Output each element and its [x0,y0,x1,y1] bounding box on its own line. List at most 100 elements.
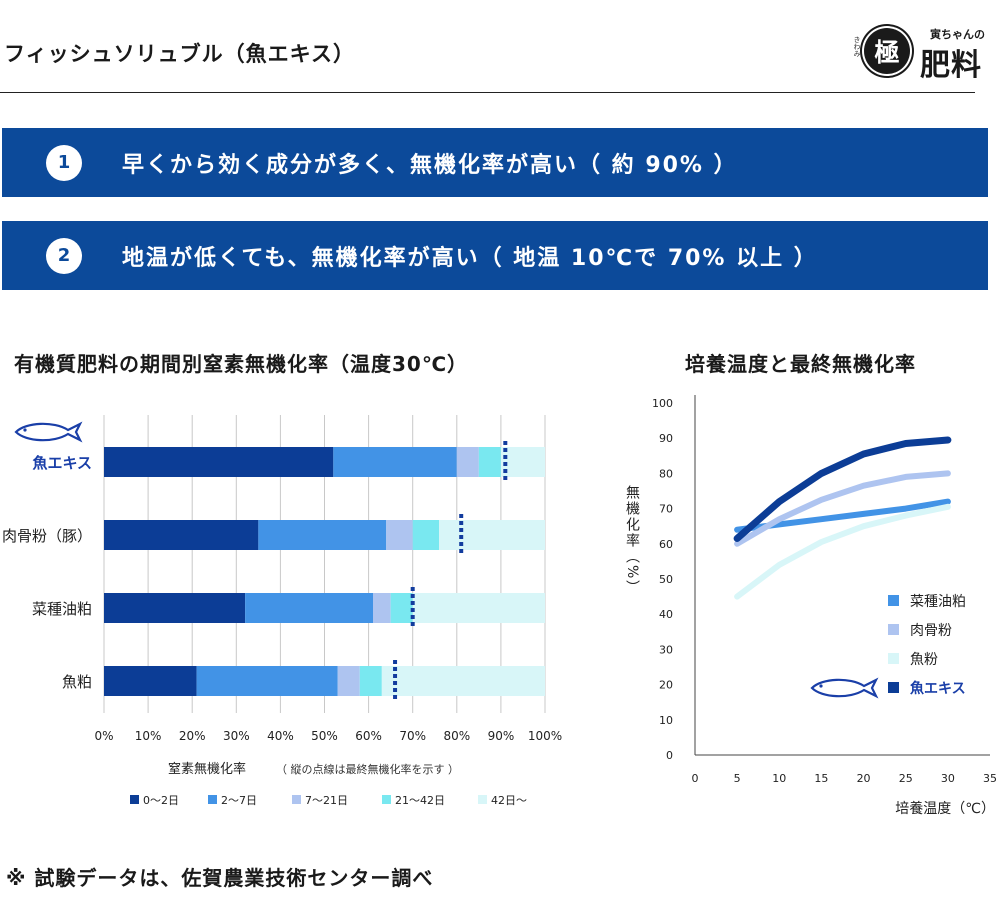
x-axis-title: 窒素無機化率 [168,761,246,777]
fish-outline [810,677,879,699]
fish-icon [14,421,83,443]
x-tick-label: 30% [223,729,250,743]
legend-swatch [888,653,899,664]
bar-segment-1-4 [439,520,545,550]
banner-number: 2 [46,237,82,274]
x-tick-label: 35 [983,772,997,785]
banner-text: 早くから効く成分が多く、無機化率が高い（ 約 90% ） [122,152,738,178]
fish-outline [14,421,83,443]
brand-logo: きわみ 極 寅ちゃんの 肥料 [848,22,993,83]
y-tick-label: 20 [659,679,673,692]
x-tick-label: 10% [135,729,162,743]
y-tick-label: 100 [652,397,673,410]
legend-label: 魚粉 [910,652,938,668]
logo-kana: きわみ [853,36,861,57]
bar-segment-1-0 [104,520,259,550]
footnote: ※ 試験データは、佐賀農業技術センター調べ [6,866,434,890]
y-tick-label: 30 [659,643,673,656]
bar-segment-2-3 [390,593,413,623]
bar-segment-0-0 [104,447,334,477]
line-chart: 0 10 20 30 40 50 60 70 80 90 100 0 5 10 15 20 25 30 35 無機化率… [624,395,997,817]
banner-text: 地温が低くても、無機化率が高い（ 地温 10℃で 70% 以上 ） [122,245,818,271]
legend-label: 42日～ [491,794,527,807]
legend-swatch [130,795,139,804]
x-tick-label: 0 [692,772,699,785]
bar-segment-0-3 [478,447,501,477]
bar-segment-1-3 [412,520,440,550]
legend-label: 菜種油粕 [910,594,966,610]
legend-swatch [208,795,217,804]
fish-icon [810,677,879,699]
feature-banner-2: 2 地温が低くても、無機化率が高い（ 地温 10℃で 70% 以上 ） [2,221,988,290]
y-tick-label: 90 [659,432,673,445]
bar-chart-title: 有機質肥料の期間別窒素無機化率（温度30℃） [14,352,469,376]
legend-swatch [888,682,899,693]
series-line-3 [733,436,952,542]
x-tick-label: 80% [443,729,470,743]
banner-number: 1 [46,144,82,181]
bar-segment-0-4 [500,447,545,477]
bar-segment-3-0 [104,666,197,696]
bar-segment-1-1 [258,520,387,550]
bar-segment-2-0 [104,593,246,623]
bar-segment-3-4 [381,666,545,696]
x-tick-label: 100% [528,729,562,743]
page-title: フィッシュソリュブル（魚エキス） [4,42,355,66]
bar-segment-3-1 [196,666,338,696]
x-tick-label: 20 [857,772,871,785]
legend-label: 0～2日 [143,794,179,807]
legend-label: 魚エキス [910,680,966,697]
header-divider [0,92,975,93]
x-tick-label: 15 [814,772,828,785]
category-label: 肉骨粉（豚） [2,527,92,545]
y-tick-label: 10 [659,714,673,727]
legend-label: 21～42日 [395,794,445,807]
bar-segment-2-4 [412,593,545,623]
y-tick-label: 70 [659,503,673,516]
x-axis-note: （ 縦の点線は最終無機化率を示す ） [276,762,459,776]
x-tick-label: 60% [355,729,382,743]
legend-swatch [888,624,899,635]
fish-eye [23,428,27,432]
y-tick-label: 80 [659,467,673,480]
x-tick-label: 30 [941,772,955,785]
legend-swatch [888,595,899,606]
y-axis-title: 無機化率（%） [624,485,640,596]
x-axis-title: 培養温度（℃） [895,800,995,817]
x-tick-label: 5 [734,772,741,785]
logo-name: 肥料 [920,48,982,83]
category-label: 菜種油粕 [32,600,92,618]
x-tick-label: 90% [488,729,515,743]
bar-segment-0-1 [333,447,457,477]
x-tick-label: 10 [772,772,786,785]
logo-subtitle: 寅ちゃんの [930,28,985,41]
x-tick-label: 20% [179,729,206,743]
legend-swatch [382,795,391,804]
fish-eye [819,684,823,688]
x-tick-label: 50% [311,729,338,743]
y-tick-label: 40 [659,608,673,621]
bar-segment-2-2 [373,593,391,623]
bar-segment-3-2 [337,666,360,696]
x-tick-label: 0% [94,729,113,743]
x-tick-label: 70% [399,729,426,743]
legend-label: 2～7日 [221,794,257,807]
logo-emblem: 極 [864,28,910,74]
y-tick-label: 50 [659,573,673,586]
legend-label: 肉骨粉 [910,623,952,639]
bar-segment-2-1 [245,593,374,623]
y-tick-label: 0 [666,749,673,762]
legend-swatch [478,795,487,804]
x-tick-label: 25 [899,772,913,785]
feature-banner-1: 1 早くから効く成分が多く、無機化率が高い（ 約 90% ） [2,128,988,197]
series-line-1 [734,470,951,547]
y-tick-label: 60 [659,538,673,551]
stacked-bar-chart: 0% 10% 20% 30% 40% 50% 60% 70% 80% 90% 100% 魚エキス肉骨粉… [2,415,562,807]
series-line-2 [734,503,951,600]
line-chart-title: 培養温度と最終無機化率 [685,352,916,376]
legend-swatch [292,795,301,804]
x-tick-label: 40% [267,729,294,743]
bar-segment-3-3 [359,666,382,696]
category-label: 魚エキス [32,454,92,472]
bar-segment-0-2 [456,447,479,477]
